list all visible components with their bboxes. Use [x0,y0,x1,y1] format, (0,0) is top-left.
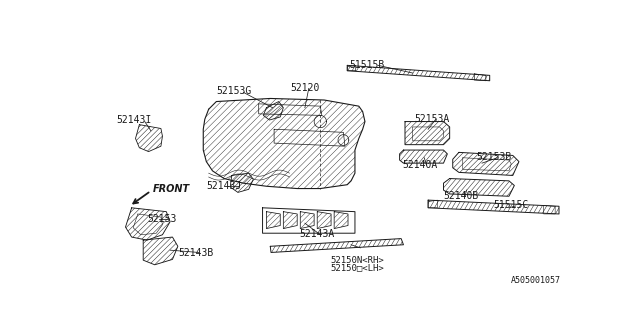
Text: 52143B: 52143B [178,248,213,258]
Text: 52150N<RH>: 52150N<RH> [330,256,384,265]
Text: FRONT: FRONT [153,184,190,194]
Text: 52153G: 52153G [216,86,252,96]
Text: 52143I: 52143I [116,116,152,125]
Text: 52153A: 52153A [414,114,449,124]
Text: 51515B: 51515B [349,60,384,70]
Text: 52143A: 52143A [299,229,334,239]
Text: 52120: 52120 [290,83,319,93]
Text: 52140A: 52140A [403,160,438,170]
Text: 52153B: 52153B [476,152,511,162]
Text: 52153: 52153 [148,214,177,224]
Text: 52143J: 52143J [207,181,242,191]
Text: A505001057: A505001057 [511,276,561,284]
Text: 52140B: 52140B [443,191,478,201]
Text: 51515C: 51515C [493,200,529,210]
Text: 52150□<LH>: 52150□<LH> [330,263,384,272]
